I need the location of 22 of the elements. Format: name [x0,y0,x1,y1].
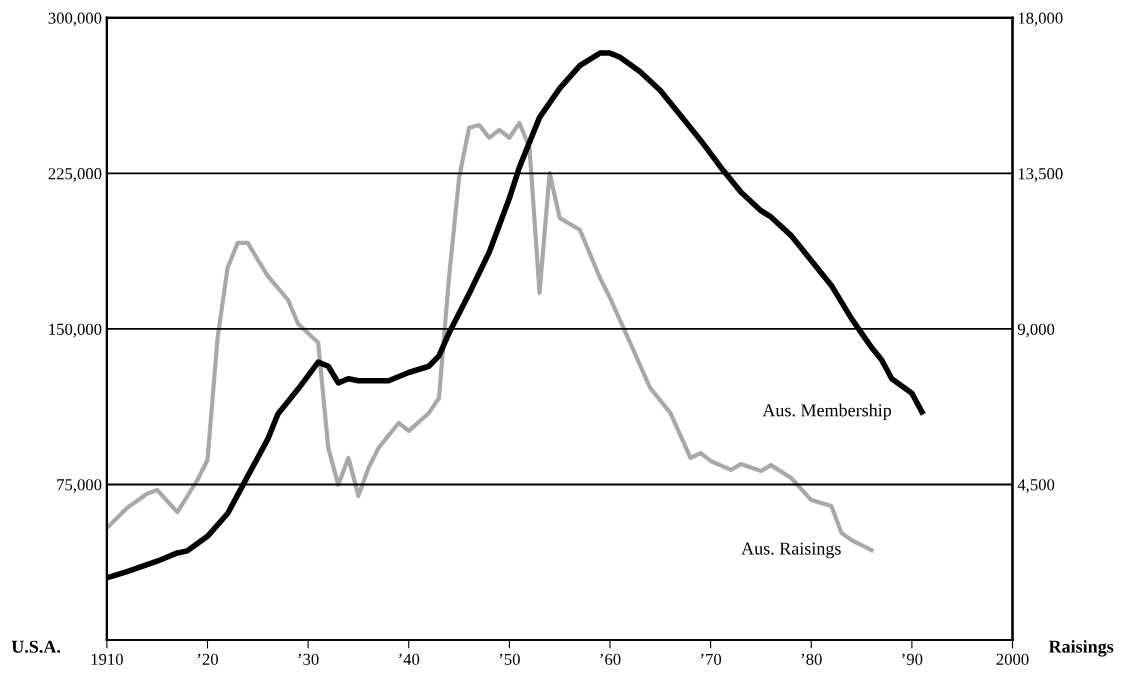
x-tick-label: 2000 [996,653,1029,665]
x-tick-label: ’70 [700,653,722,665]
x-tick-label: ’30 [298,653,319,665]
x-tick-label: ’90 [902,653,923,665]
y-tick-label: 225,000 [48,168,102,182]
y-axis-title: U.S.A. [11,640,61,653]
x-tick-label: ’80 [801,653,822,665]
y-tick-label: 150,000 [49,323,102,338]
y2-tick-label: 18,000 [1018,12,1063,27]
series-label: Aus. Membership [762,403,892,421]
y2-tick-label: 4,500 [1017,479,1055,493]
x-tick-label: ’20 [197,653,218,665]
y-tick-label: 300,000 [48,12,102,27]
y2-tick-label: 9,000 [1017,323,1055,338]
y2-tick-label: 13,500 [1018,168,1063,182]
x-tick-label: 1910 [91,653,123,665]
x-tick-label: ’40 [399,653,420,665]
x-tick-label: ’60 [600,653,621,665]
series-label: Aus. Raisings [741,542,841,559]
x-tick-label: ’50 [499,653,520,665]
y-tick-label: 75,000 [57,479,102,493]
y2-axis-title: Raisings [1048,640,1114,657]
